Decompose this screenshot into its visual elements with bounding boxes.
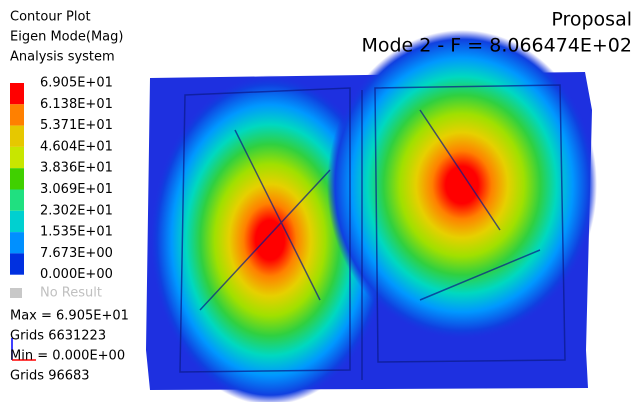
legend-swatch — [10, 146, 24, 169]
header-line: Contour Plot — [10, 10, 91, 25]
title: Proposal — [551, 9, 632, 31]
triad — [11, 338, 36, 361]
legend-swatch — [10, 210, 24, 233]
model — [146, 30, 597, 402]
legend-level: 7.673E+00 — [40, 246, 113, 261]
stat-line: Min = 0.000E+00 — [10, 349, 125, 364]
legend-level: 0.000E+00 — [40, 267, 113, 282]
subtitle: Mode 2 - F = 8.066474E+02 — [361, 35, 632, 57]
legend-level: 1.535E+01 — [40, 225, 113, 240]
legend-level: 4.604E+01 — [40, 139, 113, 154]
legend-level: 2.302E+01 — [40, 203, 113, 218]
legend-level: 6.138E+01 — [40, 97, 113, 112]
legend-level: 6.905E+01 — [40, 76, 113, 91]
legend-swatch — [10, 189, 24, 211]
header-line: Eigen Mode(Mag) — [10, 30, 123, 45]
legend-swatch — [10, 232, 24, 254]
legend-swatch — [10, 83, 24, 105]
header-line: Analysis system — [10, 50, 115, 65]
legend-level: 3.069E+01 — [40, 182, 113, 197]
legend-swatch — [10, 104, 24, 126]
legend-swatch — [10, 125, 24, 147]
stat-line: Grids 96683 — [10, 369, 90, 384]
legend-swatch — [10, 168, 24, 190]
no-result-swatch — [10, 288, 22, 298]
stat-line: Grids 6631223 — [10, 329, 106, 344]
no-result: No Result — [40, 286, 102, 301]
legend-level: 5.371E+01 — [40, 118, 113, 133]
stat-line: Max = 6.905E+01 — [10, 309, 129, 324]
legend-level: 3.836E+01 — [40, 161, 113, 176]
legend-swatch — [10, 253, 24, 275]
